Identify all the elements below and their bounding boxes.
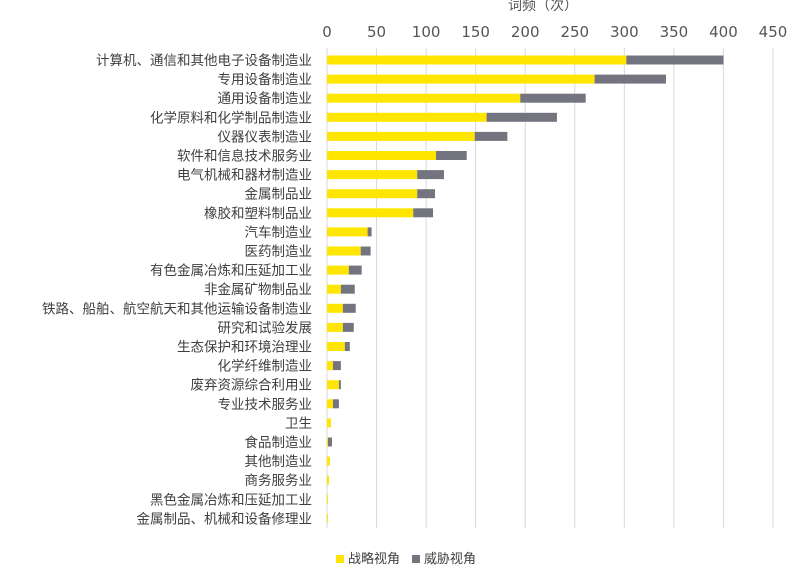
legend: 战略视角 威胁视角 — [336, 551, 476, 567]
category-label: 研究和试验发展 — [218, 320, 313, 336]
x-tick-label: 200 — [511, 23, 540, 41]
bar-threat — [367, 227, 372, 237]
bar-strategic — [327, 55, 627, 65]
bar-strategic — [327, 112, 487, 122]
bar-strategic — [327, 456, 330, 466]
x-tick-label: 300 — [610, 23, 639, 41]
category-label: 化学纤维制造业 — [218, 359, 313, 375]
bar-strategic — [327, 418, 331, 428]
x-tick-label: 0 — [322, 23, 332, 41]
bar-strategic — [327, 93, 521, 103]
category-label: 橡胶和塑料制品业 — [204, 205, 312, 222]
bar-threat — [626, 55, 724, 65]
category-label: 废弃资源综合利用业 — [191, 378, 313, 394]
bar-threat — [348, 265, 362, 275]
bar-strategic — [327, 380, 339, 390]
bar-threat — [327, 437, 332, 447]
x-tick-label: 100 — [412, 23, 441, 41]
category-label: 其他制造业 — [245, 454, 313, 470]
bar-strategic — [327, 284, 341, 294]
bar-threat — [594, 74, 666, 84]
category-label: 专业技术服务业 — [218, 397, 313, 413]
x-tick-label: 250 — [560, 23, 589, 41]
gridlines — [326, 48, 774, 528]
bar-threat — [520, 93, 586, 103]
category-label: 计算机、通信和其他电子设备制造业 — [96, 52, 312, 69]
category-label: 商务服务业 — [245, 473, 313, 489]
bar-strategic — [327, 265, 349, 275]
bar-threat — [344, 342, 350, 351]
bar-strategic — [327, 208, 414, 218]
category-label: 铁路、船舶、航空航天和其他运输设备制造业 — [42, 300, 312, 317]
category-label: 专用设备制造业 — [218, 71, 313, 88]
category-label: 金属制品业 — [245, 187, 313, 203]
bars — [327, 55, 724, 523]
bar-threat — [413, 208, 434, 218]
bar-strategic — [327, 475, 329, 485]
bar-strategic — [327, 170, 418, 180]
bar-threat — [340, 284, 355, 294]
bar-strategic — [327, 74, 595, 84]
bar-threat — [360, 246, 371, 256]
legend-swatch — [336, 555, 344, 563]
category-label: 非金属矿物制品业 — [204, 282, 312, 298]
bar-threat — [338, 380, 341, 390]
category-label: 化学原料和化学制品制造业 — [150, 110, 312, 126]
x-axis-title: 词频（次） — [508, 0, 578, 14]
x-tick-label: 450 — [759, 23, 788, 41]
category-label: 食品制造业 — [245, 434, 313, 451]
legend-swatch — [412, 555, 420, 563]
bar-strategic — [327, 246, 361, 256]
category-label: 卫生 — [285, 416, 312, 432]
bar-threat — [332, 399, 339, 409]
bar-threat — [417, 189, 436, 199]
legend-label: 威胁视角 — [424, 552, 476, 567]
category-label: 黑色金属冶炼和压延加工业 — [150, 491, 312, 508]
x-tick-label: 50 — [367, 23, 386, 41]
bar-threat — [486, 112, 557, 122]
category-label: 有色金属冶炼和压延加工业 — [150, 262, 312, 279]
category-label: 医药制造业 — [245, 244, 313, 260]
x-tick-label: 350 — [660, 23, 689, 41]
category-label: 通用设备制造业 — [218, 90, 313, 107]
category-label: 生态保护和环境治理业 — [177, 340, 312, 356]
bar-strategic — [327, 399, 333, 409]
category-label: 汽车制造业 — [245, 224, 313, 241]
x-tick-labels: 0 50 100 150 200 250 300 350 400 450 — [322, 23, 787, 41]
bar-strategic — [327, 303, 343, 313]
category-label: 电气机械和器材制造业 — [177, 168, 312, 184]
category-label: 金属制品、机械和设备修理业 — [137, 510, 313, 527]
x-tick-label: 400 — [709, 23, 738, 41]
bar-strategic — [327, 342, 345, 351]
category-label: 仪器仪表制造业 — [218, 129, 313, 145]
bar-strategic — [327, 151, 437, 160]
bar-strategic — [327, 131, 475, 141]
bar-threat — [474, 131, 508, 141]
bar-threat — [417, 170, 444, 180]
bar-threat — [436, 151, 467, 160]
bar-strategic — [327, 437, 328, 447]
category-labels: 计算机、通信和其他电子设备制造业专用设备制造业通用设备制造业化学原料和化学制品制… — [42, 52, 312, 527]
bar-strategic — [327, 322, 343, 332]
x-tick-label: 150 — [461, 23, 490, 41]
legend-label: 战略视角 — [348, 551, 400, 567]
bar-threat — [342, 322, 354, 332]
bar-strategic — [327, 227, 368, 237]
bar-strategic — [327, 494, 328, 504]
bar-strategic — [327, 513, 328, 523]
category-label: 软件和信息技术服务业 — [177, 148, 312, 165]
bar-threat — [342, 303, 356, 313]
bar-strategic — [327, 361, 333, 371]
bar-threat — [332, 361, 341, 371]
bar-strategic — [327, 189, 418, 199]
